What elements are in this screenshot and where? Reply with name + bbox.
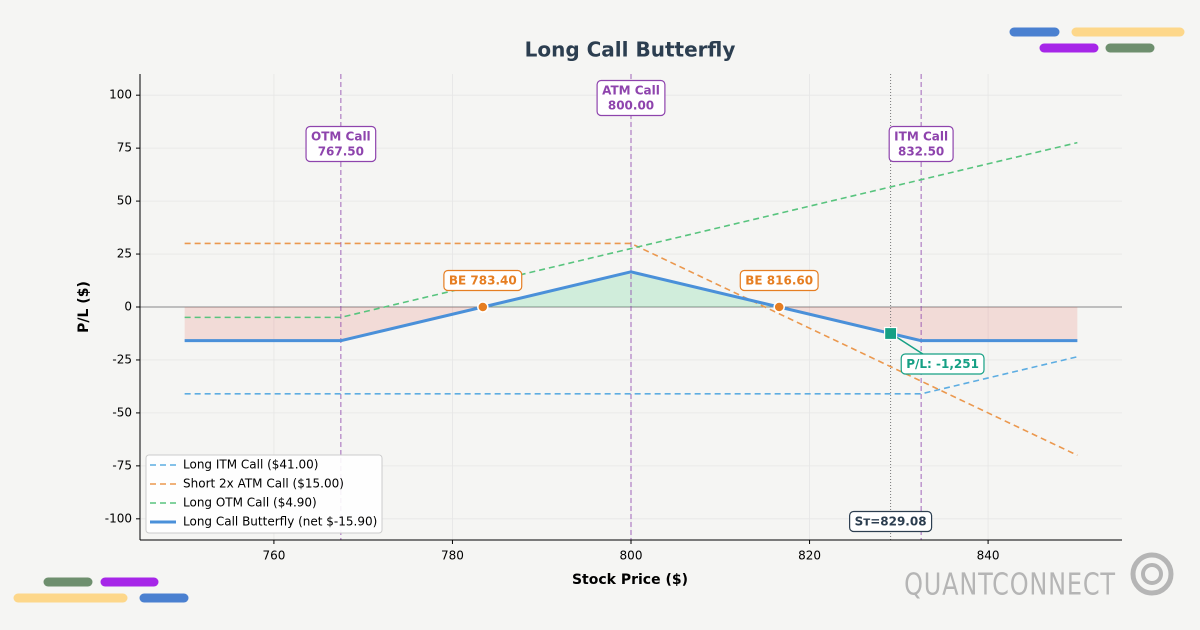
y-tick-label: -50	[112, 405, 132, 419]
y-tick-label: -75	[112, 458, 132, 472]
pl-arrow	[895, 335, 925, 356]
leg-line	[184, 242, 1078, 456]
label-box	[305, 125, 377, 163]
x-tick-label: 820	[798, 549, 821, 563]
y-tick-label: 75	[117, 141, 132, 155]
legend-label: Long Call Butterfly (net $-15.90)	[183, 515, 377, 529]
loss-fill	[184, 307, 1078, 341]
strike-name: ATM Call	[602, 84, 660, 98]
breakeven-point	[773, 301, 785, 313]
strike-name: OTM Call	[311, 130, 371, 144]
strike-value: 832.50	[898, 145, 944, 159]
strategy-line	[184, 270, 1078, 343]
strike-name: ITM Call	[894, 130, 948, 144]
label-box	[888, 125, 954, 163]
chart-title: Long Call Butterfly	[525, 38, 736, 62]
pl-label: P/L: -1,251	[906, 357, 979, 371]
y-axis-label: P/L ($)	[76, 281, 92, 333]
price-label: Sᴛ=829.08	[855, 515, 927, 529]
legend	[145, 454, 383, 534]
label-box	[739, 269, 819, 292]
legend-label: Long OTM Call ($4.90)	[183, 496, 317, 510]
y-tick-label: 50	[117, 194, 132, 208]
brand: QUANTCONNECT	[904, 568, 1116, 602]
x-tick-label: 840	[977, 549, 1000, 563]
breakeven-label: BE 783.40	[449, 274, 517, 288]
strike-value: 767.50	[318, 145, 364, 159]
profit-fill	[184, 271, 1078, 307]
current-marker	[884, 326, 898, 341]
label-box	[596, 79, 666, 117]
leg-line	[184, 141, 1078, 319]
brand-logo	[1130, 552, 1174, 596]
x-tick-label: 800	[620, 549, 643, 563]
label-box	[900, 353, 985, 375]
strike-value: 800.00	[608, 99, 654, 113]
y-tick-label: -100	[105, 511, 132, 525]
legend-label: Long ITM Call ($41.00)	[183, 458, 318, 472]
leg-line	[184, 355, 1078, 395]
y-tick-label: 0	[124, 300, 132, 314]
y-tick-label: 100	[109, 88, 132, 102]
x-axis-label: Stock Price ($)	[572, 572, 688, 588]
x-tick-label: 780	[441, 549, 464, 563]
label-box	[443, 269, 523, 292]
breakeven-point	[477, 301, 489, 313]
y-tick-label: -25	[112, 352, 132, 366]
y-tick-label: 25	[117, 247, 132, 261]
label-box	[849, 510, 933, 533]
breakeven-label: BE 816.60	[745, 274, 813, 288]
brand-logo	[1141, 563, 1163, 585]
x-tick-label: 760	[262, 549, 285, 563]
legend-label: Short 2x ATM Call ($15.00)	[183, 477, 344, 491]
